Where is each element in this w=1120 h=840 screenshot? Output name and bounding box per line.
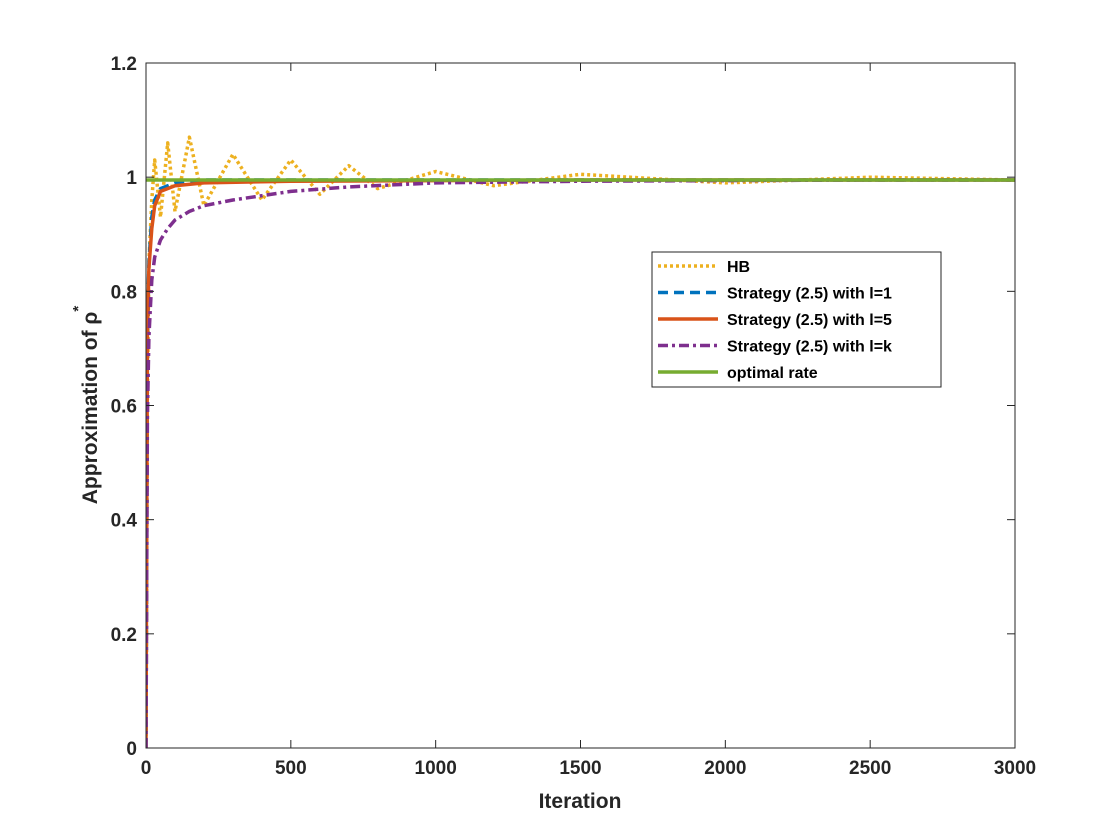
x-tick-label: 3000	[994, 758, 1036, 779]
y-axis-label: Approximation of ρ	[79, 312, 102, 505]
svg-text:Approximation of ρ*: Approximation of ρ*	[70, 306, 102, 505]
y-tick-label: 0.4	[111, 511, 138, 532]
y-tick-label: 1	[126, 168, 137, 189]
series-layer	[146, 135, 1015, 748]
x-tick-label: 2500	[849, 758, 891, 779]
y-tick-label: 1.2	[111, 54, 137, 75]
legend-label: HB	[727, 259, 750, 276]
legend: HB Strategy (2.5) with l=1 Strategy (2.5) …	[651, 251, 942, 388]
legend-label: Strategy (2.5) with l=5	[727, 312, 892, 329]
legend-label: Strategy (2.5) with l=1	[727, 286, 892, 303]
series-line-hb	[146, 135, 1015, 748]
x-tick-label: 500	[275, 758, 307, 779]
y-tick-label: 0.6	[111, 397, 137, 418]
y-axis-label-group: Approximation of ρ*	[70, 306, 102, 505]
y-tick-label: 0.8	[111, 282, 137, 303]
x-tick-label: 2000	[704, 758, 746, 779]
y-axis-label-superscript: *	[70, 306, 87, 312]
legend-label: optimal rate	[727, 365, 818, 382]
plot-area	[146, 63, 1015, 748]
tick-layer: 0 500 1000 1500 2000 2500 3000 0 0.2 0.4 0.6 0.8 1 1.…	[111, 54, 1037, 779]
x-axis-label: Iteration	[539, 790, 622, 813]
y-tick-label: 0.2	[111, 625, 137, 646]
x-tick-label: 1500	[559, 758, 601, 779]
x-tick-label: 1000	[415, 758, 457, 779]
y-tick-label: 0	[126, 739, 137, 760]
x-tick-label: 0	[141, 758, 152, 779]
legend-label: Strategy (2.5) with l=k	[727, 339, 892, 356]
